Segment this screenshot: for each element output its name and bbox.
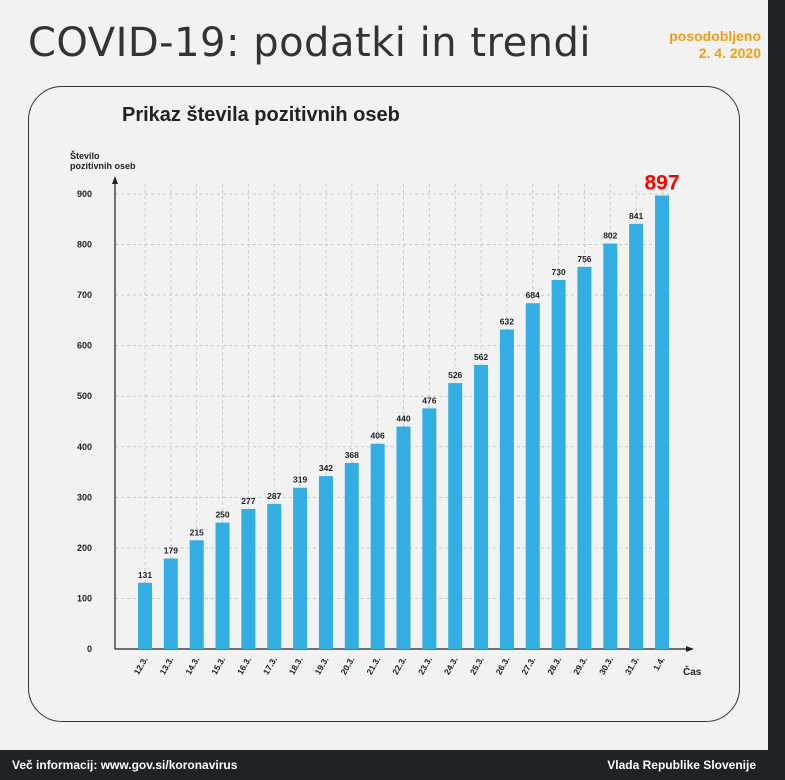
value-label: 342: [319, 463, 333, 473]
updated-label: posodobljeno: [669, 28, 761, 44]
value-label: 632: [500, 316, 514, 326]
x-tick-label: 1.4.: [651, 655, 667, 672]
bar-30.3.: [603, 243, 618, 650]
bar-15.3.: [215, 522, 230, 649]
value-label: 440: [396, 414, 410, 424]
value-label: 287: [267, 491, 281, 501]
value-label: 476: [422, 395, 436, 405]
x-tick-label: 19.3.: [313, 655, 331, 676]
value-label: 179: [164, 546, 178, 556]
x-tick-label: 12.3.: [132, 655, 150, 676]
y-tick-label: 500: [77, 391, 92, 401]
bar-17.3.: [267, 503, 282, 649]
y-tick-label: 100: [77, 593, 92, 603]
value-label: 406: [371, 431, 385, 441]
footer-info-link[interactable]: Več informacij: www.gov.si/koronavirus: [12, 758, 238, 772]
x-tick-label: 16.3.: [235, 655, 253, 676]
updated-date: 2. 4. 2020: [698, 45, 761, 61]
updated-stamp: posodobljeno 2. 4. 2020: [669, 28, 761, 62]
value-label: 756: [577, 254, 591, 264]
value-label: 131: [138, 570, 152, 580]
value-label: 802: [603, 231, 617, 241]
bar-1.4.: [655, 195, 669, 649]
bar-13.3.: [163, 558, 178, 649]
bar-28.3.: [551, 279, 566, 649]
value-label: 684: [526, 290, 540, 300]
page-title: COVID-19: podatki in trendi: [28, 20, 592, 66]
value-label: 250: [215, 510, 229, 520]
footer-bar: Več informacij: www.gov.si/koronavirus V…: [0, 750, 768, 780]
value-label: 277: [241, 496, 255, 506]
bar-23.3.: [422, 408, 437, 649]
value-label: 368: [345, 450, 359, 460]
y-tick-label: 700: [77, 290, 92, 300]
x-tick-label: 31.3.: [623, 655, 641, 676]
x-tick-label: 30.3.: [597, 655, 615, 676]
value-label: 730: [552, 267, 566, 277]
x-tick-label: 26.3.: [494, 655, 512, 676]
x-tick-label: 23.3.: [416, 655, 434, 676]
bar-12.3.: [138, 582, 152, 649]
x-tick-label: 27.3.: [519, 655, 537, 676]
x-tick-label: 28.3.: [545, 655, 563, 676]
value-label: 841: [629, 211, 643, 221]
x-axis-label: Čas: [683, 665, 702, 678]
x-tick-label: 15.3.: [209, 655, 227, 676]
footer-government-label: Vlada Republike Slovenije: [607, 758, 756, 772]
bar-21.3.: [370, 443, 385, 649]
bar-31.3.: [629, 223, 644, 650]
bar-24.3.: [448, 383, 463, 649]
chart-title: Prikaz števila pozitivnih oseb: [122, 104, 400, 126]
y-tick-label: 300: [77, 492, 92, 502]
bar-20.3.: [344, 462, 359, 649]
y-axis-label-line2: pozitivnih oseb: [70, 161, 136, 171]
y-axis-arrow: [112, 176, 118, 184]
value-label-highlight: 897: [644, 172, 679, 195]
bar-26.3.: [499, 329, 514, 649]
y-axis-label-line1: Število: [70, 150, 100, 161]
y-tick-label: 900: [77, 189, 92, 199]
x-tick-label: 22.3.: [390, 655, 408, 676]
y-tick-label: 400: [77, 442, 92, 452]
bar-27.3.: [525, 303, 540, 649]
bar-14.3.: [189, 540, 204, 649]
x-tick-label: 29.3.: [571, 655, 589, 676]
value-label: 562: [474, 352, 488, 362]
y-tick-label: 800: [77, 240, 92, 250]
right-edge-strip: [768, 0, 785, 780]
x-tick-label: 17.3.: [261, 655, 279, 676]
x-axis-arrow: [686, 646, 694, 652]
value-label: 319: [293, 475, 307, 485]
x-tick-label: 13.3.: [157, 655, 175, 676]
value-label: 215: [190, 527, 204, 537]
x-tick-label: 20.3.: [338, 655, 356, 676]
x-tick-label: 14.3.: [183, 655, 201, 676]
y-tick-label: 0: [87, 644, 92, 654]
x-tick-label: 24.3.: [442, 655, 460, 676]
x-tick-label: 25.3.: [468, 655, 486, 676]
value-label: 526: [448, 370, 462, 380]
x-tick-label: 21.3.: [364, 655, 382, 676]
bar-16.3.: [241, 508, 256, 649]
bar-25.3.: [474, 364, 489, 649]
bar-22.3.: [396, 426, 411, 649]
bar-19.3.: [318, 476, 333, 649]
y-tick-label: 200: [77, 543, 92, 553]
bar-18.3.: [293, 487, 308, 649]
y-tick-label: 600: [77, 341, 92, 351]
x-tick-label: 18.3.: [287, 655, 305, 676]
bar-29.3.: [577, 266, 592, 649]
